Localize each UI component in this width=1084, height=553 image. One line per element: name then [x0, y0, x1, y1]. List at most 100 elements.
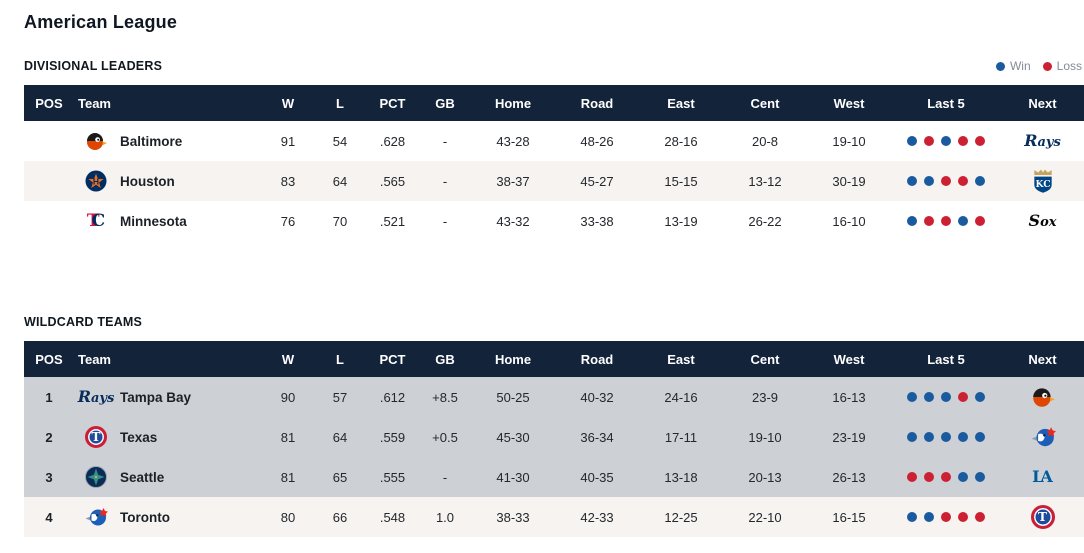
team-link-tampa-bay[interactable]: Rays Tampa Bay [74, 377, 262, 417]
stat-w: 83 [280, 173, 296, 189]
loss-dot-icon [924, 136, 934, 146]
divisional-leaders-table: POS Team W L PCT GB Home Road East Cent West Last 5… [24, 85, 1084, 241]
stat-pos: 2 [45, 429, 53, 445]
stat-road: 33-38 [580, 213, 614, 229]
next-opponent-link[interactable]: Rays [1001, 121, 1084, 161]
team-link-minnesota[interactable]: TC Minnesota [74, 201, 262, 241]
stat-east: 12-25 [664, 509, 698, 525]
win-dot-icon [995, 61, 1005, 71]
team-name: Minnesota [120, 213, 187, 229]
orioles-logo [1030, 384, 1056, 410]
win-dot-icon [958, 472, 968, 482]
column-header-home: Home [494, 95, 532, 111]
win-dot-icon [941, 392, 951, 402]
stat-cent: 26-22 [748, 213, 782, 229]
next-opponent-link[interactable]: T [1001, 497, 1084, 537]
stat-home: 43-28 [496, 133, 530, 149]
loss-dot-icon [975, 136, 985, 146]
column-header-last-5: Last 5 [927, 351, 965, 367]
team-row-toronto: 4 Toronto 80 66 .548 1.0 38-33 42-33 12-25 22-1… [24, 497, 1084, 537]
stat-w: 81 [280, 429, 296, 445]
team-cell: Baltimore [74, 121, 262, 161]
win-dot-icon [907, 512, 917, 522]
svg-text:KC: KC [1035, 179, 1050, 190]
next-opponent-link[interactable]: LA [1001, 457, 1084, 497]
stat-east: 15-15 [664, 173, 698, 189]
column-header-pct: PCT [379, 351, 406, 367]
stat-pct: .521 [379, 213, 406, 229]
stat-west: 30-19 [832, 173, 866, 189]
stat-l: 57 [332, 389, 348, 405]
column-header-west: West [833, 351, 865, 367]
win-dot-icon [941, 432, 951, 442]
loss-dot-icon [941, 472, 951, 482]
team-cell: Rays Tampa Bay [74, 377, 262, 417]
stat-gb: +8.5 [432, 389, 458, 405]
loss-dot-icon [1042, 61, 1052, 71]
win-dot-icon [907, 432, 917, 442]
stat-pos: 1 [45, 389, 53, 405]
stat-home: 38-33 [496, 509, 530, 525]
stat-cent: 23-9 [751, 389, 779, 405]
last-5-cell [891, 201, 1001, 241]
column-header-w: W [281, 95, 295, 111]
next-opponent-link[interactable]: KC [1001, 161, 1084, 201]
stat-gb: 1.0 [435, 509, 455, 525]
team-link-houston[interactable]: H Houston [74, 161, 262, 201]
team-link-seattle[interactable]: Seattle [74, 457, 262, 497]
win-dot-icon [924, 512, 934, 522]
stat-pos [24, 121, 74, 161]
stat-road: 36-34 [580, 429, 614, 445]
stat-pct: .548 [379, 509, 406, 525]
column-header-road: Road [580, 351, 614, 367]
stat-west: 23-19 [832, 429, 866, 445]
orioles-logo [78, 129, 114, 153]
last-5-dots [891, 216, 1001, 226]
team-name: Baltimore [120, 133, 183, 149]
win-dot-icon [975, 432, 985, 442]
loss-dot-icon [941, 176, 951, 186]
stat-pos: 3 [45, 469, 53, 485]
win-loss-legend: Win Loss [995, 59, 1082, 73]
last-5-cell [891, 497, 1001, 537]
stat-w: 90 [280, 389, 296, 405]
team-name: Texas [120, 429, 158, 445]
next-opponent-link[interactable] [1001, 417, 1084, 457]
next-opponent-cell: Rays [1001, 121, 1084, 161]
column-header-east: East [667, 95, 695, 111]
win-dot-icon [975, 472, 985, 482]
team-row-houston: H Houston 83 64 .565 - 38-37 45-27 15-15 13-12 3… [24, 161, 1084, 201]
column-header-road: Road [580, 95, 614, 111]
loss-dot-icon [958, 136, 968, 146]
next-opponent-link[interactable] [1001, 377, 1084, 417]
stat-east: 17-11 [664, 429, 698, 445]
team-link-toronto[interactable]: Toronto [74, 497, 262, 537]
last-5-cell [891, 417, 1001, 457]
table-header-row: POS Team W L PCT GB Home Road East Cent West Last 5… [24, 85, 1084, 121]
team-name: Houston [120, 173, 175, 189]
stat-l: 64 [332, 173, 348, 189]
white-sox-logo: Sox [1028, 211, 1057, 230]
stat-pos [24, 161, 74, 201]
next-opponent-link[interactable]: Sox [1001, 201, 1084, 241]
win-dot-icon [907, 176, 917, 186]
team-name: Toronto [120, 509, 170, 525]
team-cell: T Texas [74, 417, 262, 457]
team-link-texas[interactable]: T Texas [74, 417, 262, 457]
stat-cent: 22-10 [748, 509, 782, 525]
stat-l: 66 [332, 509, 348, 525]
stat-w: 76 [280, 213, 296, 229]
stat-cent: 19-10 [748, 429, 782, 445]
stat-west: 16-10 [832, 213, 866, 229]
win-dot-icon [975, 392, 985, 402]
team-link-baltimore[interactable]: Baltimore [74, 121, 262, 161]
column-header-next: Next [1028, 95, 1057, 111]
stat-home: 41-30 [496, 469, 530, 485]
win-dot-icon [924, 392, 934, 402]
stat-pos [24, 201, 74, 241]
win-dot-icon [958, 216, 968, 226]
team-cell: H Houston [74, 161, 262, 201]
astros-logo: H [78, 169, 114, 193]
stat-gb: - [442, 469, 448, 485]
loss-dot-icon [975, 512, 985, 522]
